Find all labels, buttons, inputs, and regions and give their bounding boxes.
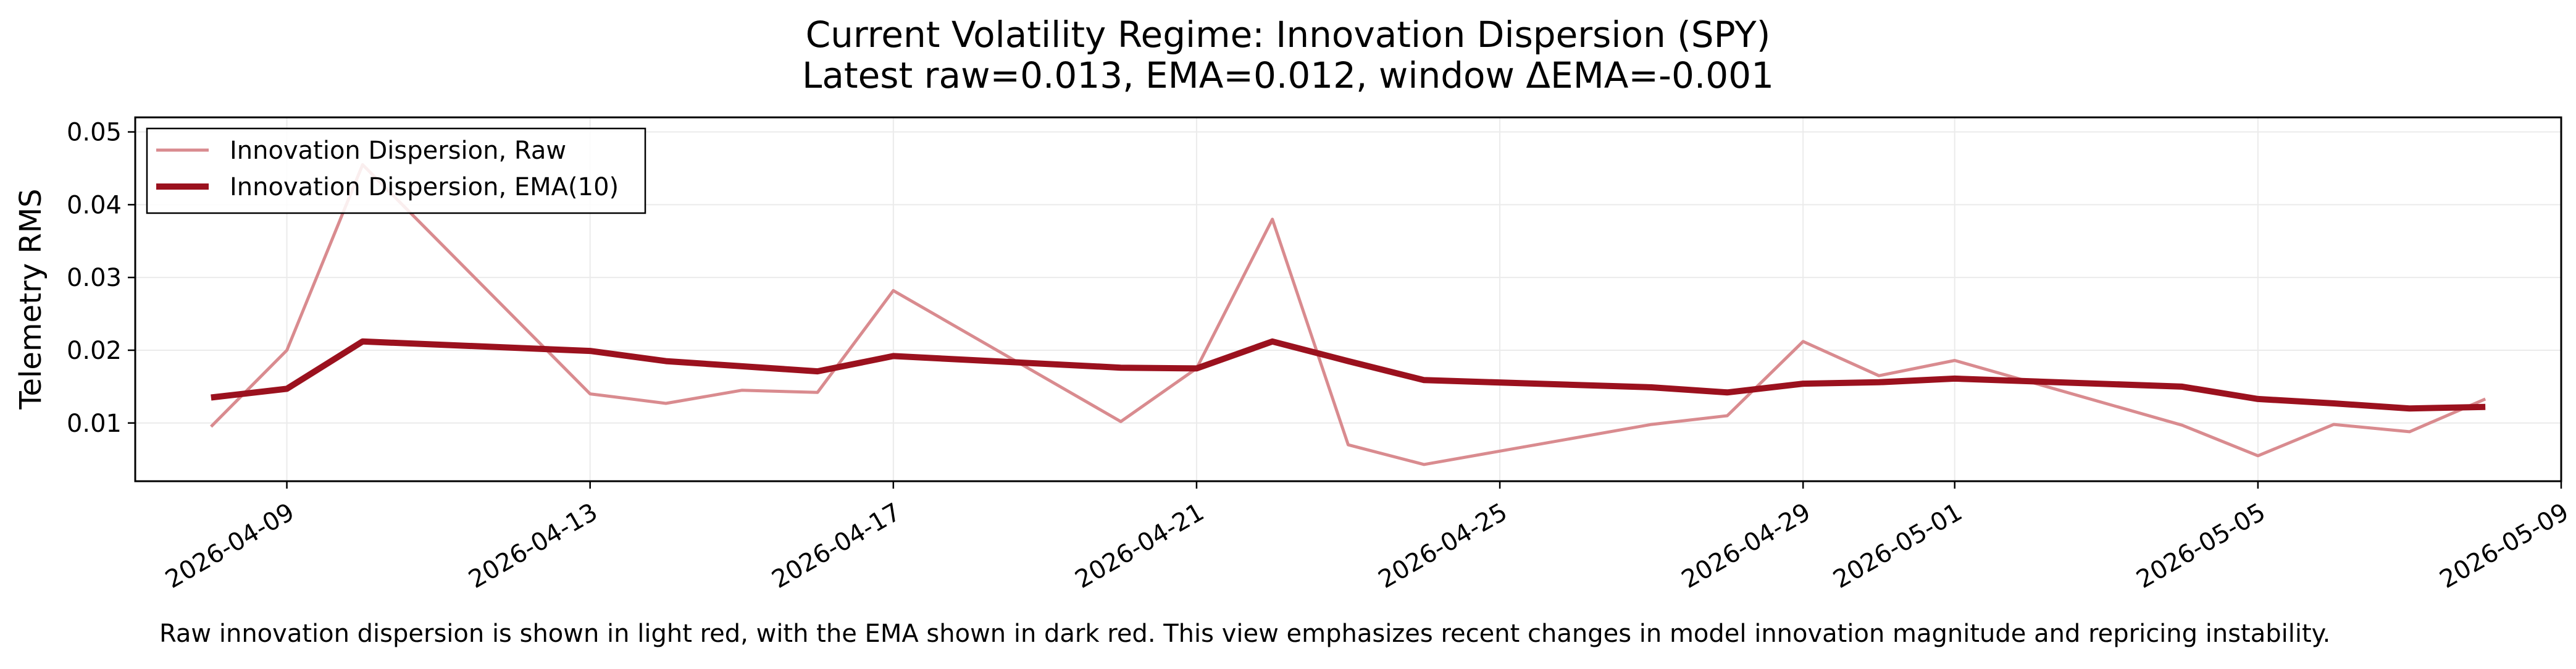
legend-label-raw: Innovation Dispersion, Raw xyxy=(230,137,566,165)
chart-caption: Raw innovation dispersion is shown in li… xyxy=(159,620,2331,648)
x-tick-label: 2026-05-01 xyxy=(1828,498,1967,594)
x-tick-label: 2026-04-29 xyxy=(1677,498,1815,594)
x-tick-label: 2026-04-13 xyxy=(464,498,602,594)
y-tick-label: 0.04 xyxy=(67,191,122,219)
y-tick-label: 0.02 xyxy=(67,337,122,365)
chart-title: Current Volatility Regime: Innovation Di… xyxy=(806,14,1771,56)
y-axis-label: Telemetry RMS xyxy=(14,188,48,410)
x-tick-label: 2026-05-09 xyxy=(2435,498,2574,594)
legend-frame xyxy=(146,127,646,214)
series-line-ema xyxy=(211,338,2486,412)
legend-label-ema: Innovation Dispersion, EMA(10) xyxy=(230,173,619,201)
y-tick-label: 0.01 xyxy=(67,410,122,438)
x-tick-label: 2026-04-25 xyxy=(1374,498,1512,594)
series-line-raw xyxy=(210,163,2486,466)
y-axis: 0.01 0.02 0.03 0.04 0.05 xyxy=(67,119,135,438)
x-tick-label: 2026-04-17 xyxy=(767,498,905,594)
chart-subtitle: Latest raw=0.013, EMA=0.012, window ΔEMA… xyxy=(802,54,1774,96)
legend: Innovation Dispersion, Raw Innovation Di… xyxy=(146,127,646,214)
y-tick-label: 0.05 xyxy=(67,119,122,147)
series-lines xyxy=(210,163,2486,466)
plot-area-frame xyxy=(134,116,2562,482)
x-tick-label: 2026-05-05 xyxy=(2132,498,2270,594)
x-axis: 2026-04-09 2026-04-13 2026-04-17 2026-04-21… xyxy=(161,481,2574,594)
x-tick-label: 2026-04-09 xyxy=(161,498,299,594)
x-tick-label: 2026-04-21 xyxy=(1071,498,1209,594)
y-tick-label: 0.03 xyxy=(67,264,122,292)
